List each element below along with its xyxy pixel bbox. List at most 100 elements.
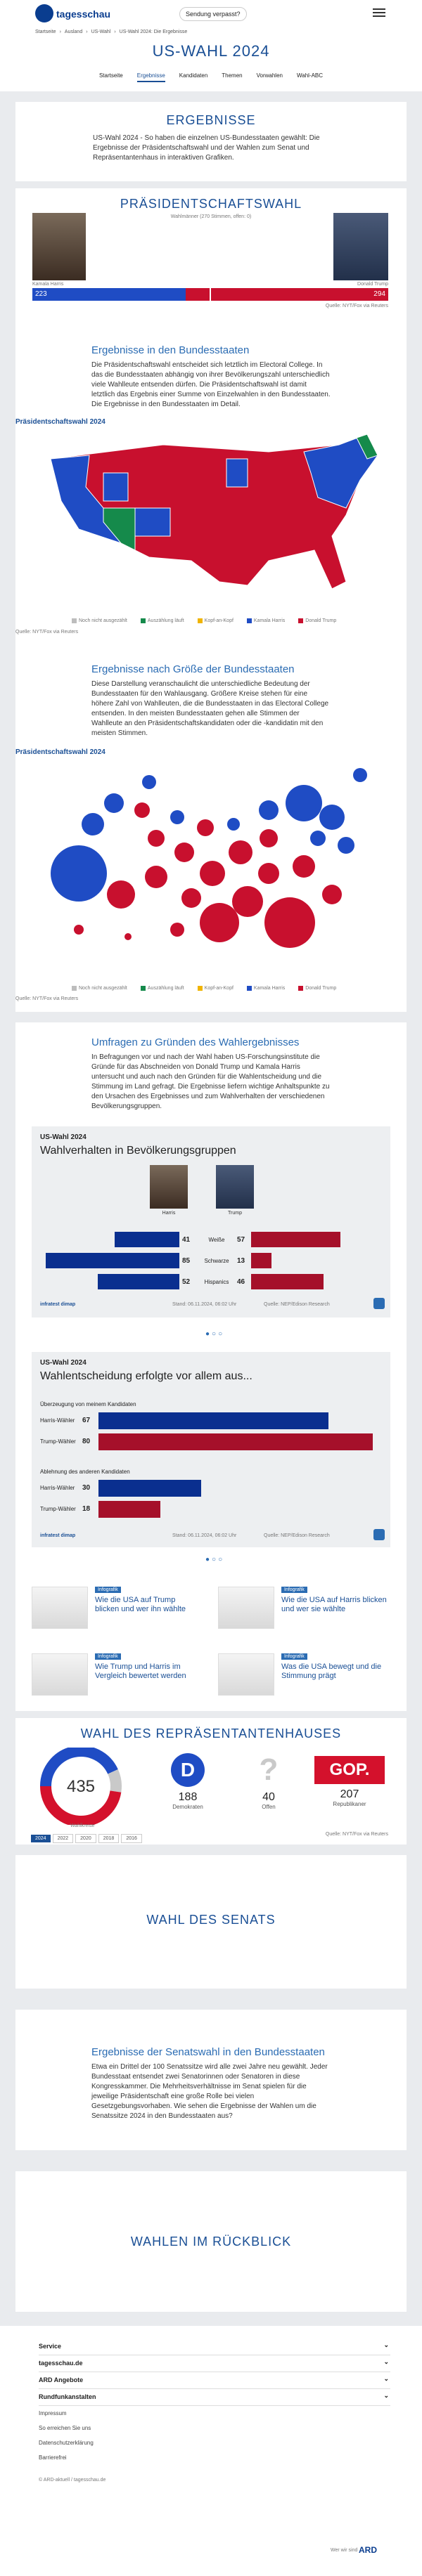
legend-item: Kamala Harris — [246, 618, 287, 623]
chart-card: US-Wahl 2024 Wahlentscheidung erfolgte v… — [32, 1352, 390, 1547]
senate-states-card: Ergebnisse der Senatswahl in den Bundess… — [15, 2010, 407, 2150]
parties: D 188 Demokraten? 40 Offen GOP. 207 Republikane… — [149, 1753, 395, 1816]
teaser-title: Wie Trump und Harris im Vergleich bewert… — [95, 1663, 186, 1680]
states-section: Ergebnisse in den Bundesstaaten Die Präs… — [91, 344, 331, 410]
party-seats: 188 — [178, 1791, 198, 1803]
breadcrumb-item[interactable]: Ausland — [64, 30, 83, 34]
teaser-kicker: Infografik — [281, 1653, 307, 1660]
footer-link[interactable]: Impressum — [39, 2410, 67, 2416]
bubble-title: Präsidentschaftswahl 2024 — [15, 748, 106, 756]
row-label: Harris-Wähler — [40, 1417, 75, 1424]
footer-section[interactable]: tagesschau.de ⌄ — [39, 2355, 390, 2372]
row-label: Weiße — [208, 1237, 225, 1243]
year-tab[interactable]: 2022 — [52, 1834, 74, 1843]
legend-label: Kopf-an-Kopf — [204, 986, 234, 991]
teaser[interactable]: Infografik Wie die USA auf Trump blicken … — [32, 1587, 204, 1643]
logo[interactable]: tagesschau — [56, 8, 111, 20]
senate-title: WAHL DES SENATS — [146, 1913, 276, 1927]
section-text: In Befragungen vor und nach der Wahl hab… — [91, 1053, 330, 1110]
teaser[interactable]: Infografik Was die USA bewegt und die Sti… — [218, 1653, 390, 1710]
breadcrumb-sep: › — [86, 30, 88, 34]
footer-link[interactable]: So erreichen Sie uns — [39, 2425, 91, 2431]
live-button[interactable]: Sendung verpasst? — [179, 7, 247, 21]
legend-swatch — [140, 986, 146, 991]
legend-swatch — [246, 618, 252, 623]
breadcrumb-item[interactable]: US-Wahl 2024: Die Ergebnisse — [119, 30, 188, 34]
footer-section-label: tagesschau.de — [39, 2360, 83, 2367]
group-label: Überzeugung von meinem Kandidaten — [40, 1401, 136, 1407]
footer-link[interactable]: Datenschutzerklärung — [39, 2440, 94, 2446]
legend-item: Noch nicht ausgezählt — [72, 986, 129, 991]
nav-item[interactable]: Ergebnisse — [136, 72, 165, 82]
footer-section[interactable]: ARD Angebote ⌄ — [39, 2372, 390, 2389]
footer-links: Impressum So erreichen Sie uns Datenschutz… — [39, 2410, 94, 2469]
donut-segment — [108, 1769, 122, 1793]
about-link[interactable]: Wer wir sind — [331, 2548, 358, 2553]
year-tab[interactable]: 2024 — [31, 1835, 51, 1842]
party-seats: 40 — [262, 1791, 275, 1803]
pager[interactable]: ●○○ — [205, 1556, 225, 1563]
value-label: 18 — [82, 1505, 91, 1513]
bar — [98, 1433, 373, 1450]
bar-trump — [251, 1274, 324, 1289]
nav-item[interactable]: Themen — [222, 72, 243, 79]
section-title: Umfragen zu Gründen des Wahlergebnisses — [91, 1036, 300, 1048]
row-label: Harris-Wähler — [40, 1485, 75, 1491]
legend-item: Auszählung läuft — [140, 618, 186, 623]
pager[interactable]: ●○○ — [205, 1330, 225, 1338]
bubble-map — [51, 768, 367, 948]
teaser-image — [32, 1653, 88, 1696]
year-tab[interactable]: 2018 — [98, 1834, 120, 1843]
date: Stand: 06.11.2024, 06:02 Uhr — [172, 1302, 237, 1307]
source: Quelle: NYT/Fox via Reuters — [325, 304, 388, 308]
legend-swatch — [298, 986, 304, 991]
year-tab[interactable]: 2016 — [121, 1834, 142, 1843]
group-label: Ablehnung des anderen Kandidaten — [40, 1469, 130, 1475]
section-title: Ergebnisse nach Größe der Bundesstaaten — [91, 663, 295, 675]
chart-card: US-Wahl 2024 Wahlverhalten in Bevölkerun… — [32, 1126, 390, 1318]
page-title: US-WAHL 2024 — [152, 42, 270, 60]
teaser-kicker: Infografik — [95, 1653, 121, 1660]
share-button[interactable] — [373, 1529, 385, 1540]
bar-harris — [46, 1253, 179, 1268]
source: Quelle: NYT/Fox via Reuters — [15, 630, 79, 635]
footer-section[interactable]: Service ⌄ — [39, 2338, 390, 2355]
legend-item: Donald Trump — [298, 618, 338, 623]
share-button[interactable] — [373, 1298, 385, 1309]
legend-swatch — [197, 986, 203, 991]
ard-logo: ARD — [359, 2545, 377, 2555]
year-tab[interactable]: 2020 — [75, 1834, 96, 1843]
house-title: WAHL DES REPRÄSENTANTENHAUSES — [80, 1726, 342, 1741]
section-text: Die Präsidentschaftswahl entscheidet sic… — [91, 361, 331, 408]
breadcrumb-item[interactable]: Startseite — [35, 30, 56, 34]
year-tabs: 2024 2022 2020 2018 2016 — [31, 1830, 144, 1843]
nav-item[interactable]: Startseite — [98, 72, 123, 79]
footer-section[interactable]: Rundfunkanstalten ⌄ — [39, 2389, 390, 2406]
review-card: WAHLEN IM RÜCKBLICK — [15, 2171, 407, 2312]
president-bar: 223 294 — [32, 286, 388, 303]
nav-item[interactable]: Kandidaten — [179, 72, 208, 79]
map-democrat — [134, 507, 171, 537]
breadcrumb: Startseite › Ausland › US-Wahl › US-Wahl 2024:… — [35, 30, 187, 34]
teaser[interactable]: Infografik Wie Trump und Harris im Vergle… — [32, 1653, 204, 1710]
source: Quelle: NEP/Edison Research — [264, 1533, 330, 1538]
menu-button[interactable] — [373, 8, 385, 17]
legend-label: Donald Trump — [305, 618, 337, 623]
footer-link[interactable]: Barrierefrei — [39, 2454, 67, 2461]
party-name: Offen — [262, 1804, 276, 1810]
nav-item[interactable]: Vorwahlen — [256, 72, 283, 79]
nav-item[interactable]: Wahl-ABC — [296, 72, 324, 79]
teaser-image — [218, 1587, 274, 1629]
candidate-label: Trump — [228, 1211, 242, 1216]
value-label: 57 — [237, 1236, 245, 1244]
legend: Noch nicht ausgezählt Auszählung läuft Kop… — [72, 618, 350, 624]
value-label: 46 — [237, 1278, 245, 1286]
teaser[interactable]: Infografik Wie die USA auf Harris blicken… — [218, 1587, 390, 1643]
source: Quelle: NYT/Fox via Reuters — [325, 1832, 388, 1837]
bar-trump — [251, 1253, 272, 1268]
footer-section-label: ARD Angebote — [39, 2376, 84, 2383]
legend-item: Kopf-an-Kopf — [197, 618, 236, 623]
breadcrumb-item[interactable]: US-Wahl — [91, 30, 111, 34]
map-democrat — [226, 458, 248, 488]
